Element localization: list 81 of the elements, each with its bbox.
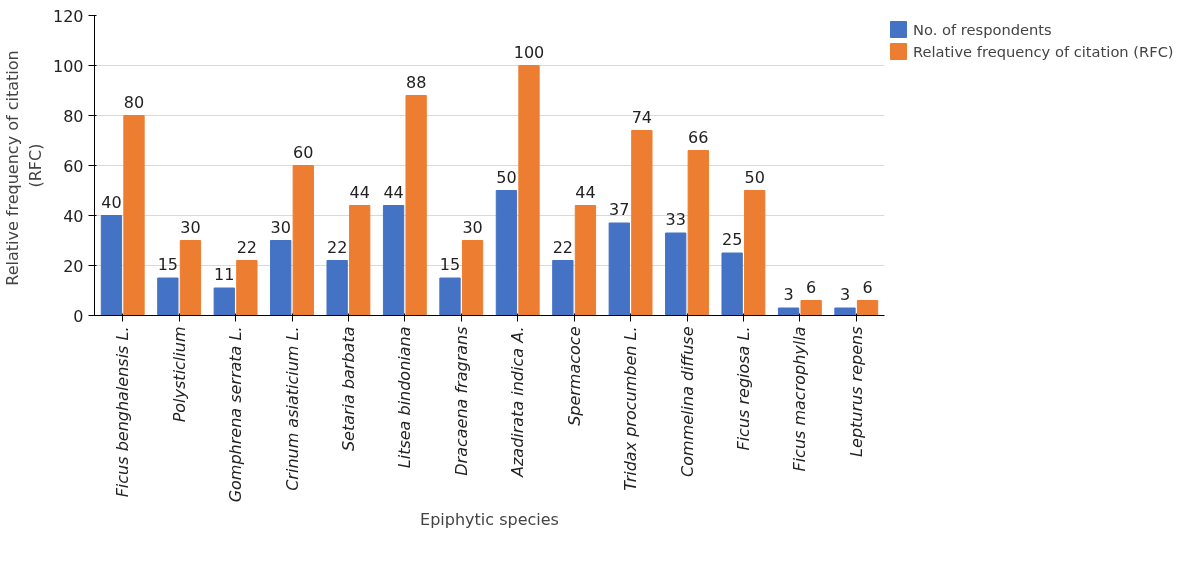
- data-label: 3: [839, 285, 851, 304]
- bar: [552, 260, 574, 316]
- bar: [461, 240, 484, 316]
- bar: [236, 260, 258, 316]
- data-label: 22: [236, 237, 258, 257]
- data-label: 80: [123, 92, 145, 112]
- bar: [495, 190, 518, 316]
- bar: [326, 260, 348, 316]
- bar: [213, 287, 235, 316]
- y-tick-label: 60: [63, 156, 84, 176]
- legend-label: Relative frequency of citation (RFC): [913, 42, 1174, 60]
- data-label: 6: [806, 277, 817, 297]
- data-label: 60: [293, 142, 314, 162]
- data-label: 40: [101, 192, 122, 212]
- x-axis-title: Epiphytic species: [420, 510, 559, 530]
- bar: [834, 307, 856, 316]
- data-label: 22: [326, 237, 348, 257]
- data-label: 44: [383, 182, 404, 202]
- bar: [721, 252, 743, 316]
- x-tick-label: Polysticlium: [169, 326, 189, 423]
- y-tick-label: 0: [73, 306, 84, 326]
- x-tick-label: Ficus macrophylla: [790, 326, 810, 472]
- x-tick-label: Gomphrena serrata L.: [226, 326, 246, 503]
- x-tick-label: Ficus benghalensis L.: [113, 326, 133, 498]
- data-label: 50: [496, 167, 517, 187]
- data-label: 30: [180, 217, 201, 237]
- data-label: 50: [744, 167, 765, 187]
- data-label: 44: [349, 182, 370, 202]
- bar: [405, 95, 427, 316]
- x-tick-label: Ficus regiosa L.: [733, 326, 753, 451]
- x-tick-label: Spermacoce: [564, 326, 584, 426]
- data-label: 3: [783, 285, 794, 304]
- bar: [292, 165, 314, 316]
- bar: [439, 277, 461, 316]
- bar: [157, 277, 179, 316]
- legend-label: No. of respondents: [913, 20, 1052, 38]
- x-tick-label: Crinum asiaticium L.: [282, 326, 302, 491]
- y-tick-label: 40: [63, 206, 84, 226]
- x-tick-label: Litsea bindoniana: [395, 326, 415, 469]
- bar: [270, 240, 292, 316]
- bar: [179, 240, 202, 316]
- x-tick-label: Commelina diffuse: [677, 326, 697, 477]
- data-label: 25: [721, 230, 743, 249]
- bar: [800, 300, 822, 316]
- bar: [777, 307, 800, 316]
- data-label: 44: [575, 182, 596, 202]
- bar: [856, 300, 879, 316]
- data-label: 37: [609, 200, 630, 219]
- y-tick-label: 20: [63, 256, 84, 276]
- data-label: 15: [157, 255, 179, 274]
- y-tick-label: 80: [63, 106, 84, 126]
- data-label: 88: [405, 72, 427, 92]
- bar: [608, 222, 630, 316]
- bar: [123, 115, 145, 316]
- bar: [349, 205, 371, 316]
- x-tick-label: Dracaena fragrans: [451, 326, 471, 476]
- data-label: 74: [631, 107, 653, 127]
- bar: [518, 65, 540, 316]
- bar: [665, 232, 687, 316]
- y-tick-label: 100: [52, 56, 84, 76]
- data-label: 33: [665, 210, 686, 229]
- data-label: 100: [513, 42, 545, 62]
- bar: [100, 215, 123, 316]
- bar: [574, 205, 597, 316]
- data-label: 6: [862, 277, 873, 297]
- data-label: 15: [439, 255, 461, 274]
- data-label: 66: [688, 127, 709, 147]
- data-label: 11: [214, 265, 235, 284]
- x-tick-label: Azadirata indica A.: [508, 326, 528, 478]
- bar: [382, 205, 405, 316]
- bar: [744, 190, 766, 316]
- data-label: 30: [462, 217, 483, 237]
- bar: [687, 150, 709, 316]
- bar: [631, 130, 653, 316]
- x-tick-label: Lepturus repens: [846, 326, 866, 457]
- x-tick-label: Tridax procumben L.: [621, 326, 641, 491]
- data-label: 30: [270, 217, 291, 237]
- x-tick-label: Setaria barbata: [338, 326, 358, 452]
- data-label: 22: [552, 237, 574, 257]
- y-tick-label: 120: [52, 6, 84, 26]
- y-axis-title: Relative frequency of citation (RFC): [3, 50, 45, 286]
